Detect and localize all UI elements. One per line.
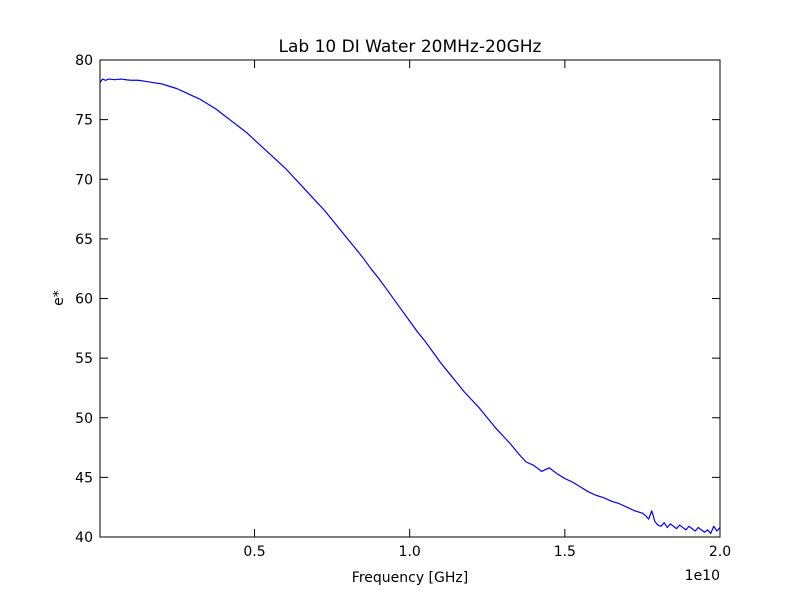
chart-title: Lab 10 DI Water 20MHz-20GHz — [279, 37, 542, 57]
x-tick-label: 2.0 — [709, 544, 731, 560]
y-tick-label: 45 — [75, 470, 93, 486]
series-line-0 — [99, 78, 721, 535]
x-tick-label: 1.5 — [554, 544, 576, 560]
y-tick-label: 50 — [75, 411, 93, 427]
y-tick-label: 75 — [75, 113, 93, 129]
y-tick-label: 80 — [75, 53, 93, 69]
x-axis-label: Frequency [GHz] — [352, 570, 468, 586]
line-layer — [99, 78, 721, 535]
plot-frame — [99, 59, 721, 538]
x-tick-label: 0.5 — [243, 544, 265, 560]
y-tick-label: 60 — [75, 292, 93, 308]
y-tick-label: 65 — [75, 232, 93, 248]
y-axis-label: e* — [51, 290, 67, 306]
x-tick-label: 1.0 — [399, 544, 421, 560]
plot-area: 0.5 1.0 1.5 2.0 40 45 50 55 60 65 70 75 80 — [75, 53, 731, 560]
plot-background — [100, 60, 720, 537]
y-tick-label: 55 — [75, 351, 93, 367]
x-axis-offset-label: 1e10 — [685, 568, 720, 584]
ticks-layer: 0.5 1.0 1.5 2.0 40 45 50 55 60 65 70 75 80 — [75, 53, 731, 560]
y-tick-label: 70 — [75, 172, 93, 188]
y-tick-label: 40 — [75, 530, 93, 546]
